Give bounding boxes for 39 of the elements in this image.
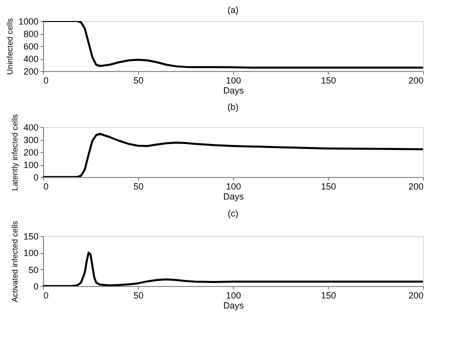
y-axis-title: Latently infected cells bbox=[10, 114, 20, 191]
x-tick-label: 100 bbox=[226, 290, 242, 300]
x-tick-label: 50 bbox=[133, 182, 144, 192]
line-series bbox=[43, 21, 423, 69]
x-tick-label: 200 bbox=[408, 290, 424, 300]
x-tick-label: 150 bbox=[320, 290, 336, 300]
y-tick-label: 200 bbox=[23, 148, 38, 158]
y-axis-title: Uninfected cells bbox=[5, 18, 14, 75]
x-tick-label: 100 bbox=[226, 76, 242, 86]
chart-title: (b) bbox=[228, 102, 238, 112]
y-tick-label: 200 bbox=[23, 66, 38, 76]
y-tick-label: 300 bbox=[23, 135, 38, 145]
x-tick-label: 0 bbox=[44, 182, 49, 192]
y-tick-label: 400 bbox=[23, 54, 38, 64]
y-tick-label: 800 bbox=[23, 29, 38, 39]
x-tick-label: 200 bbox=[408, 76, 424, 86]
y-tick-label: 0 bbox=[33, 282, 38, 292]
x-tick-label: 50 bbox=[133, 76, 144, 86]
y-tick-label: 600 bbox=[23, 42, 38, 52]
y-tick-label: 0 bbox=[33, 172, 38, 182]
x-tick-label: 100 bbox=[226, 182, 242, 192]
chart-title: (a) bbox=[228, 5, 238, 15]
chart-title: (c) bbox=[228, 208, 238, 218]
x-tick-label: 50 bbox=[133, 290, 144, 300]
y-tick-label: 400 bbox=[23, 122, 38, 132]
x-tick-label: 200 bbox=[408, 182, 424, 192]
x-tick-label: 0 bbox=[44, 76, 49, 86]
y-tick-label: 50 bbox=[28, 264, 38, 275]
y-tick-label: 100 bbox=[23, 160, 38, 170]
x-axis-title: Days bbox=[223, 300, 244, 310]
x-tick-label: 0 bbox=[44, 290, 49, 300]
x-axis-title: Days bbox=[223, 192, 244, 202]
y-tick-label: 100 bbox=[23, 248, 38, 258]
x-axis-title: Days bbox=[223, 86, 244, 96]
x-tick-label: 150 bbox=[320, 76, 336, 86]
y-tick-label: 150 bbox=[23, 232, 38, 242]
x-tick-label: 150 bbox=[320, 182, 336, 192]
y-axis-title: Activated infected cells bbox=[10, 220, 20, 302]
y-tick-label: 1000 bbox=[18, 16, 38, 26]
